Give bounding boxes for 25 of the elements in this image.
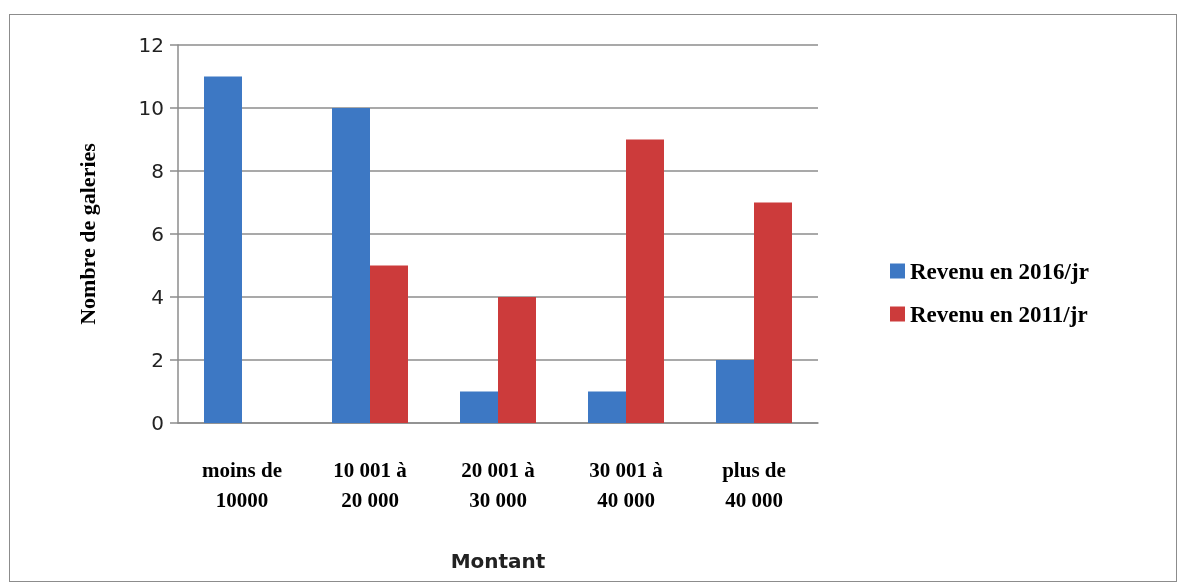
- y-tick-label: 6: [151, 222, 164, 246]
- y-tick-label: 4: [151, 285, 164, 309]
- bar: [204, 76, 242, 423]
- x-axis-title: Montant: [450, 549, 546, 573]
- bar: [460, 391, 498, 423]
- bar: [626, 139, 664, 423]
- y-tick-label: 0: [151, 411, 164, 435]
- x-tick-label: moins de 10000: [202, 458, 282, 512]
- y-axis-title: Nombre de galeries: [74, 142, 100, 325]
- bar: [332, 108, 370, 423]
- y-tick-label: 10: [138, 96, 164, 120]
- bar: [716, 360, 754, 423]
- y-tick-label: 2: [151, 348, 164, 372]
- bar: [754, 202, 792, 423]
- bar: [370, 265, 408, 423]
- y-tick-label: 12: [138, 33, 164, 57]
- x-tick-label: 10 001 à 20 000: [333, 458, 408, 512]
- legend-label: Revenu en 2011/jr: [910, 301, 1088, 327]
- bar: [588, 391, 626, 423]
- x-tick-label: 20 001 à 30 000: [461, 458, 536, 512]
- legend-label: Revenu en 2016/jr: [910, 258, 1089, 284]
- bar: [498, 297, 536, 423]
- x-tick-label: plus de 40 000: [722, 458, 786, 512]
- y-tick-label: 8: [151, 159, 164, 183]
- x-tick-label: 30 001 à 40 000: [589, 458, 664, 512]
